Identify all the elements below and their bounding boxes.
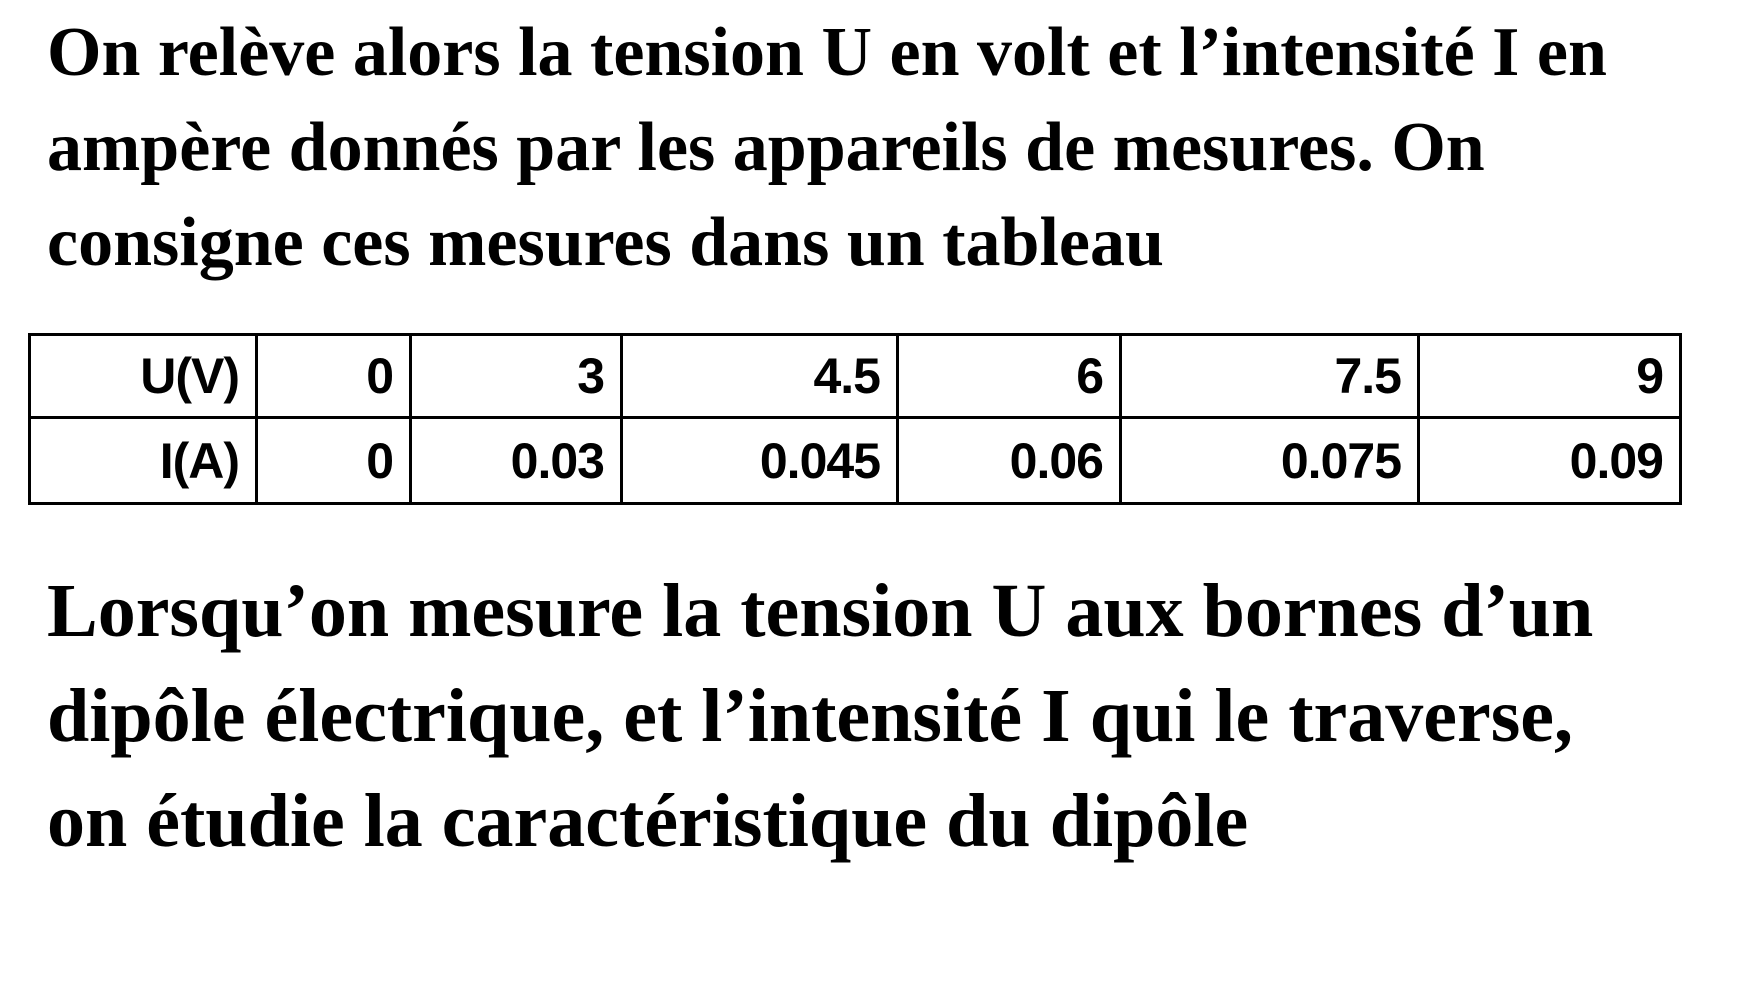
voltage-value: 6 <box>896 333 1122 419</box>
conclusion-line-2: dipôle électrique, et l’intensité I qui … <box>47 674 1574 758</box>
current-value: 0.045 <box>620 416 899 505</box>
intro-line-2: ampère donnés par les appareils de mesur… <box>47 109 1485 186</box>
table-row-voltage: U(V) 0 3 4.5 6 7.5 9 <box>28 333 1682 419</box>
conclusion-line-1: Lorsqu’on mesure la tension U aux bornes… <box>47 569 1594 653</box>
table-row-current: I(A) 0 0.03 0.045 0.06 0.075 0.09 <box>28 416 1682 505</box>
voltage-value: 0 <box>255 333 412 419</box>
intro-paragraph: On relève alors la tension U en volt et … <box>47 5 1607 290</box>
voltage-value: 4.5 <box>620 333 899 419</box>
current-row-header: I(A) <box>28 416 258 505</box>
intro-line-3: consigne ces mesures dans un tableau <box>47 204 1164 281</box>
current-value: 0.03 <box>409 416 623 505</box>
conclusion-line-3: on étudie la caractéristique du dipôle <box>47 779 1249 863</box>
voltage-row-header: U(V) <box>28 333 258 419</box>
measurements-table: U(V) 0 3 4.5 6 7.5 9 I(A) 0 0.03 0.045 0… <box>28 333 1682 505</box>
voltage-value: 7.5 <box>1119 333 1420 419</box>
current-value: 0.06 <box>896 416 1122 505</box>
current-value: 0 <box>255 416 412 505</box>
current-value: 0.09 <box>1417 416 1682 505</box>
current-value: 0.075 <box>1119 416 1420 505</box>
voltage-value: 3 <box>409 333 623 419</box>
voltage-value: 9 <box>1417 333 1682 419</box>
intro-line-1: On relève alors la tension U en volt et … <box>47 14 1607 91</box>
conclusion-paragraph: Lorsqu’on mesure la tension U aux bornes… <box>47 559 1593 874</box>
